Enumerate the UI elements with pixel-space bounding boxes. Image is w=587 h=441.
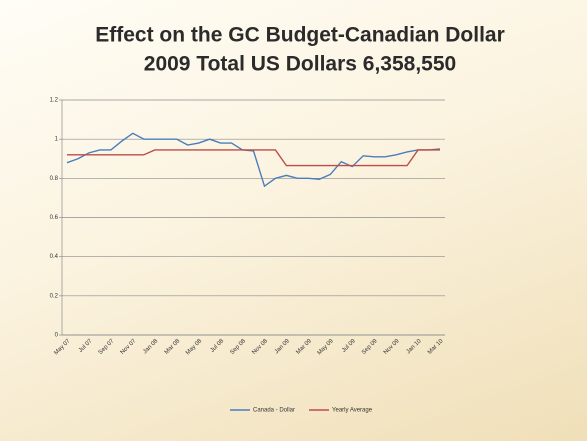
- x-tick-label: Nov 08: [251, 338, 269, 356]
- x-tick-label: Jul 08: [210, 338, 226, 354]
- x-tick-label: Sep 08: [229, 338, 247, 356]
- x-tick-label: Jul 09: [341, 338, 357, 354]
- x-tick-label: Jan 08: [142, 338, 159, 355]
- y-tick-label: 1.2: [50, 98, 59, 104]
- x-tick-label: May 07: [53, 338, 72, 357]
- x-tick-label: Sep 07: [98, 338, 116, 356]
- x-tick-label: Mar 10: [427, 338, 445, 356]
- y-tick-label: 1: [55, 137, 59, 143]
- line-series: [66, 132, 441, 188]
- y-tick-label: 0.2: [50, 293, 59, 299]
- x-tick-label: May 09: [317, 338, 336, 357]
- x-tick-label: Sep 09: [361, 338, 379, 356]
- y-tick-label: 0.6: [50, 215, 59, 221]
- legend-label: Canada - Dollar: [253, 408, 295, 414]
- chart-subtitle: 2009 Total US Dollars 6,358,550: [144, 53, 456, 76]
- legend-label: Yearly Average: [332, 408, 373, 414]
- x-tick-label: Mar 09: [295, 338, 313, 356]
- x-tick-label: Nov 07: [120, 338, 138, 356]
- x-tick-label: Jan 10: [406, 338, 423, 355]
- x-tick-label: Nov 09: [383, 338, 401, 356]
- line-series: [67, 149, 440, 167]
- chart-title: Effect on the GC Budget-Canadian Dollar: [95, 24, 505, 47]
- x-tick-label: Jul 07: [78, 338, 94, 354]
- x-tick-label: Mar 08: [164, 338, 182, 356]
- y-tick-label: 0: [55, 333, 59, 339]
- y-tick-label: 0.4: [50, 254, 59, 260]
- x-tick-label: Jan 09: [274, 338, 291, 355]
- y-tick-label: 0.8: [50, 176, 59, 182]
- x-tick-label: May 08: [185, 338, 204, 357]
